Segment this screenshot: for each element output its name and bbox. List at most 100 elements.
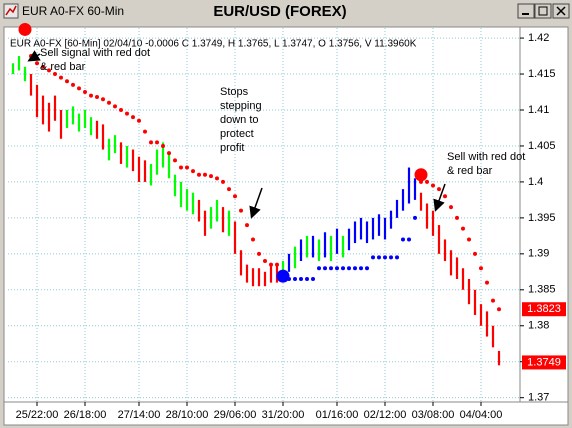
stop-dot — [89, 93, 93, 98]
stop-dot — [305, 277, 309, 282]
signal-dot — [414, 168, 428, 182]
stop-dot — [161, 143, 165, 148]
minimize-button[interactable] — [517, 3, 535, 19]
x-tick-label: 01/16:00 — [316, 409, 359, 421]
stop-dot — [341, 266, 345, 271]
annotation-text: protect — [220, 128, 254, 140]
stop-dot — [437, 187, 441, 192]
close-glyph — [556, 6, 566, 16]
y-tick-label: 1.37 — [528, 392, 549, 404]
annotation-text: Stops — [220, 86, 249, 98]
stop-dot — [479, 266, 483, 271]
chart-panel — [3, 26, 569, 426]
annotation-text: Sell with red dot — [447, 151, 525, 163]
y-tick-label: 1.39 — [528, 248, 549, 260]
stop-dot — [491, 298, 495, 303]
stop-dot — [485, 280, 489, 285]
stop-dot — [53, 72, 57, 77]
price-marker-label: 1.3749 — [527, 356, 561, 368]
signal-dot — [276, 269, 290, 283]
stop-dot — [473, 251, 477, 256]
x-tick-label: 28/10:00 — [166, 409, 209, 421]
stop-dot — [35, 61, 39, 66]
annotation-text: & red bar — [40, 61, 86, 73]
stop-dot — [197, 172, 201, 177]
stop-dot — [47, 68, 51, 73]
stop-dot — [293, 277, 297, 282]
stop-dot — [299, 277, 303, 282]
info-line: EUR A0-FX [60-Min] 02/04/10 -0.0006 C 1.… — [10, 39, 417, 50]
y-tick-label: 1.395 — [528, 212, 556, 224]
x-tick-label: 03/08:00 — [412, 409, 455, 421]
x-tick-label: 27/14:00 — [118, 409, 161, 421]
stop-dot — [155, 140, 159, 145]
stop-dot — [95, 95, 99, 100]
stop-dot — [233, 194, 237, 199]
maximize-button[interactable] — [534, 3, 552, 19]
y-tick-label: 1.42 — [528, 32, 549, 44]
stop-dot — [59, 75, 63, 80]
stop-dot — [431, 183, 435, 188]
maximize-glyph — [538, 6, 548, 16]
annotation-text: profit — [220, 142, 244, 154]
stop-dot — [251, 237, 255, 242]
stop-dot — [209, 174, 213, 179]
stop-dot — [497, 307, 501, 312]
stop-dot — [335, 266, 339, 271]
stop-dot — [359, 266, 363, 271]
stop-dot — [227, 187, 231, 192]
price-marker — [522, 302, 566, 317]
stop-dot — [311, 277, 315, 282]
stop-dot — [83, 90, 87, 95]
annotation-text: & red bar — [447, 165, 493, 177]
stop-dot — [221, 179, 225, 184]
y-tick-label: 1.405 — [528, 140, 556, 152]
stop-dot — [107, 100, 111, 105]
price-marker-label: 1.3823 — [527, 303, 561, 315]
stop-dot — [179, 165, 183, 170]
stop-dot — [113, 104, 117, 109]
chart-title: EUR/USD (FOREX) — [213, 3, 346, 20]
stop-dot — [407, 237, 411, 242]
stop-dot — [65, 79, 69, 84]
signal-dot — [18, 22, 32, 36]
stop-dot — [77, 86, 81, 91]
stop-dot — [41, 64, 45, 69]
stop-dot — [101, 97, 105, 102]
stop-dot — [461, 226, 465, 231]
x-tick-label: 25/22:00 — [16, 409, 59, 421]
stop-dot — [365, 266, 369, 271]
stop-dot — [377, 255, 381, 260]
stop-dot — [239, 208, 243, 213]
stop-dot — [383, 255, 387, 260]
y-tick-label: 1.385 — [528, 284, 556, 296]
price-marker — [522, 355, 566, 370]
annotation-text: Sell signal with red dot — [40, 47, 150, 59]
stop-dot — [329, 266, 333, 271]
stop-dot — [425, 179, 429, 184]
stop-dot — [323, 266, 327, 271]
annotation-arrow — [27, 50, 41, 62]
stop-dot — [125, 111, 129, 116]
stop-dot — [167, 151, 171, 156]
stop-dot — [245, 223, 249, 228]
annotation-arrow — [433, 183, 446, 212]
stop-dot — [467, 237, 471, 242]
annotation-arrow — [249, 187, 263, 219]
stop-dot — [455, 215, 459, 220]
stop-dot — [449, 205, 453, 210]
x-tick-label: 29/06:00 — [214, 409, 257, 421]
stop-dot — [131, 115, 135, 120]
stop-dot — [203, 172, 207, 177]
stop-dot — [443, 194, 447, 199]
x-tick-label: 31/20:00 — [262, 409, 305, 421]
stop-dot — [401, 237, 405, 242]
window-title: EUR A0-FX 60-Min — [22, 4, 124, 18]
stop-dot — [143, 129, 147, 134]
stop-dot — [215, 176, 219, 181]
stop-dot — [263, 259, 267, 264]
window-icon-glyph — [5, 5, 17, 16]
stop-dot — [29, 54, 33, 59]
